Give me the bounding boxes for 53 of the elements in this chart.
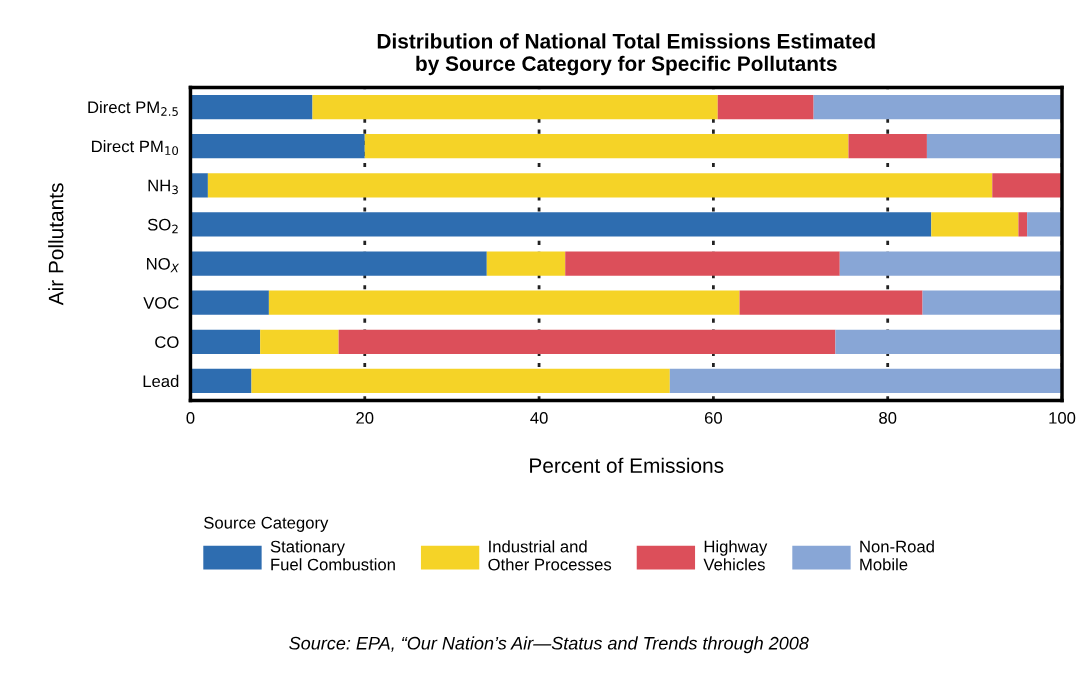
y-tick-label: CO — [155, 336, 179, 348]
bar — [669, 368, 1063, 393]
bar — [190, 329, 261, 354]
bar — [813, 94, 1063, 120]
y-tick-label: Direct PM$_{2.5}$ — [88, 100, 178, 116]
bar — [565, 251, 840, 276]
x-tick-label: 80 — [879, 411, 897, 424]
bar — [1027, 212, 1063, 237]
chart-title: Distribution of National Total Emissions Estimated by Source Category for Specific Pollutants — [377, 33, 875, 76]
legend-label: Highway Vehicles — [703, 540, 768, 571]
bar — [931, 212, 1019, 237]
bar — [922, 290, 1063, 315]
bar — [190, 290, 269, 315]
bar — [926, 134, 1063, 159]
bar — [268, 290, 740, 315]
bar — [190, 173, 208, 198]
bar — [190, 251, 487, 276]
bar — [717, 94, 814, 120]
bar — [190, 212, 932, 237]
bar — [260, 329, 339, 354]
bar — [486, 251, 566, 276]
legend-title: Source Category — [204, 516, 329, 532]
legend-label: Stationary Fuel Combustion — [270, 540, 395, 571]
x-tick-label: 40 — [530, 411, 548, 424]
bar — [1018, 212, 1028, 237]
bar — [839, 251, 1063, 276]
y-axis-title: Air Pollutants — [48, 183, 64, 306]
y-tick-label: NH$_{3}$ — [148, 179, 178, 195]
x-tick-label: 100 — [1049, 411, 1076, 424]
legend-label: Industrial and Other Processes — [488, 540, 612, 571]
bar — [251, 368, 670, 393]
y-tick-label: VOC — [143, 297, 179, 309]
x-tick-label: 60 — [704, 411, 723, 424]
bar — [190, 94, 313, 120]
x-tick-label: 0 — [186, 411, 195, 424]
y-tick-label: Lead — [143, 374, 179, 388]
y-tick-label: SO$_{2}$ — [147, 218, 178, 234]
bar — [739, 290, 923, 315]
bar — [848, 134, 927, 159]
x-tick-label: 20 — [356, 411, 374, 424]
bar — [835, 329, 1063, 354]
bar — [338, 329, 836, 354]
y-tick-label: NO$_{X}$ — [147, 257, 180, 273]
x-axis-title: Percent of Emissions — [530, 457, 724, 473]
source-note: Source: EPA, “Our Nation’s Air—Status and Trends through 2008 — [289, 636, 809, 654]
bar — [312, 94, 718, 120]
legend-label: Non-Road Mobile — [860, 540, 934, 571]
bar — [190, 134, 365, 159]
bar — [207, 173, 993, 198]
bar — [992, 173, 1063, 198]
bar — [364, 134, 849, 159]
y-tick-label: Direct PM$_{10}$ — [92, 140, 179, 156]
bar — [190, 368, 252, 393]
